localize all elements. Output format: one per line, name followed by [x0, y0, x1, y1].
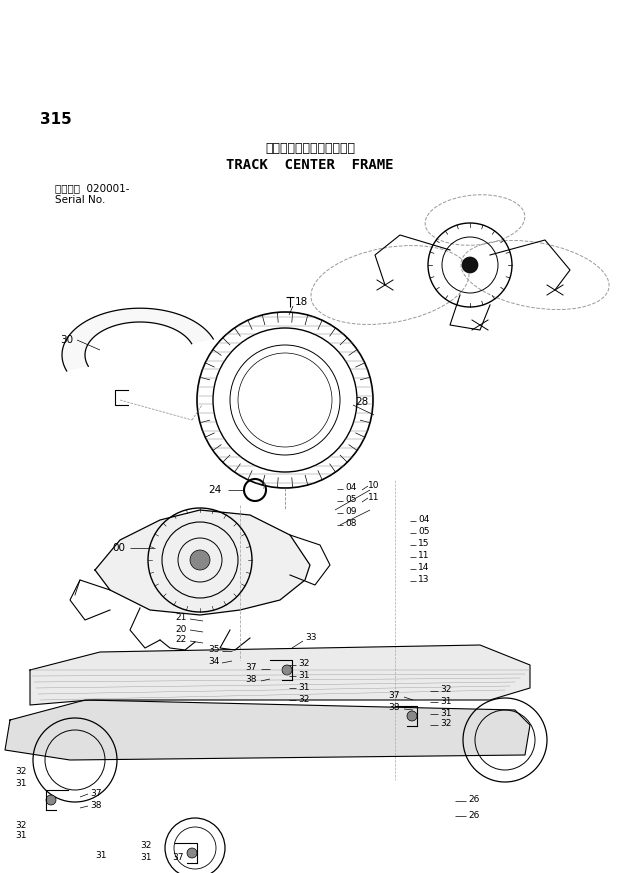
Polygon shape: [95, 510, 310, 615]
Text: 18: 18: [295, 297, 308, 307]
Text: 32: 32: [298, 659, 309, 669]
Text: 38: 38: [245, 676, 257, 684]
Text: 31: 31: [298, 670, 309, 679]
Text: 22: 22: [175, 636, 186, 644]
Text: 24: 24: [208, 485, 221, 495]
Text: 14: 14: [418, 563, 430, 573]
Text: 315: 315: [40, 113, 72, 127]
Circle shape: [462, 257, 478, 273]
Polygon shape: [5, 700, 530, 760]
Text: 38: 38: [90, 801, 102, 809]
Circle shape: [407, 711, 417, 721]
Text: 31: 31: [298, 683, 309, 691]
Text: 32: 32: [140, 841, 151, 849]
Text: 21: 21: [175, 614, 187, 622]
Text: Serial No.: Serial No.: [55, 195, 105, 205]
Text: 37: 37: [172, 854, 184, 863]
Circle shape: [46, 795, 56, 805]
Text: 32: 32: [440, 685, 451, 695]
Text: 09: 09: [345, 507, 356, 517]
Text: 04: 04: [345, 484, 356, 492]
Polygon shape: [62, 308, 213, 371]
Text: 31: 31: [140, 853, 151, 862]
Text: 05: 05: [418, 527, 430, 537]
Text: 38: 38: [388, 704, 399, 712]
Text: 04: 04: [418, 515, 430, 525]
Text: 20: 20: [175, 624, 187, 634]
Text: トラックセンターフレーム: トラックセンターフレーム: [265, 141, 355, 155]
Circle shape: [190, 550, 210, 570]
Text: TRACK  CENTER  FRAME: TRACK CENTER FRAME: [226, 158, 394, 172]
Text: 11: 11: [368, 492, 379, 501]
Text: 31: 31: [15, 831, 27, 841]
Text: 28: 28: [355, 397, 368, 407]
Text: 31: 31: [440, 709, 451, 718]
Polygon shape: [30, 645, 530, 705]
Text: 34: 34: [208, 657, 219, 666]
Text: 05: 05: [345, 496, 356, 505]
Text: 26: 26: [468, 810, 479, 820]
Text: 32: 32: [15, 821, 27, 829]
Text: 適用号機  020001-: 適用号機 020001-: [55, 183, 130, 193]
Text: 10: 10: [368, 480, 379, 490]
Text: 31: 31: [440, 697, 451, 705]
FancyBboxPatch shape: [235, 655, 249, 675]
Text: 32: 32: [440, 719, 451, 728]
Text: 31: 31: [15, 779, 27, 787]
Text: 33: 33: [305, 634, 316, 643]
Text: 11: 11: [418, 552, 430, 560]
Text: 37: 37: [245, 663, 257, 672]
Text: 00: 00: [112, 543, 125, 553]
Text: 26: 26: [468, 795, 479, 805]
Text: 31: 31: [95, 851, 107, 861]
Text: 13: 13: [418, 575, 430, 585]
Text: 37: 37: [90, 788, 102, 798]
Text: 32: 32: [298, 695, 309, 704]
Text: 35: 35: [208, 645, 219, 655]
Circle shape: [282, 665, 292, 675]
Text: 30: 30: [60, 335, 73, 345]
Circle shape: [187, 848, 197, 858]
Text: 15: 15: [418, 540, 430, 548]
Text: 37: 37: [388, 691, 399, 700]
Text: 08: 08: [345, 519, 356, 528]
Text: 32: 32: [15, 767, 27, 776]
